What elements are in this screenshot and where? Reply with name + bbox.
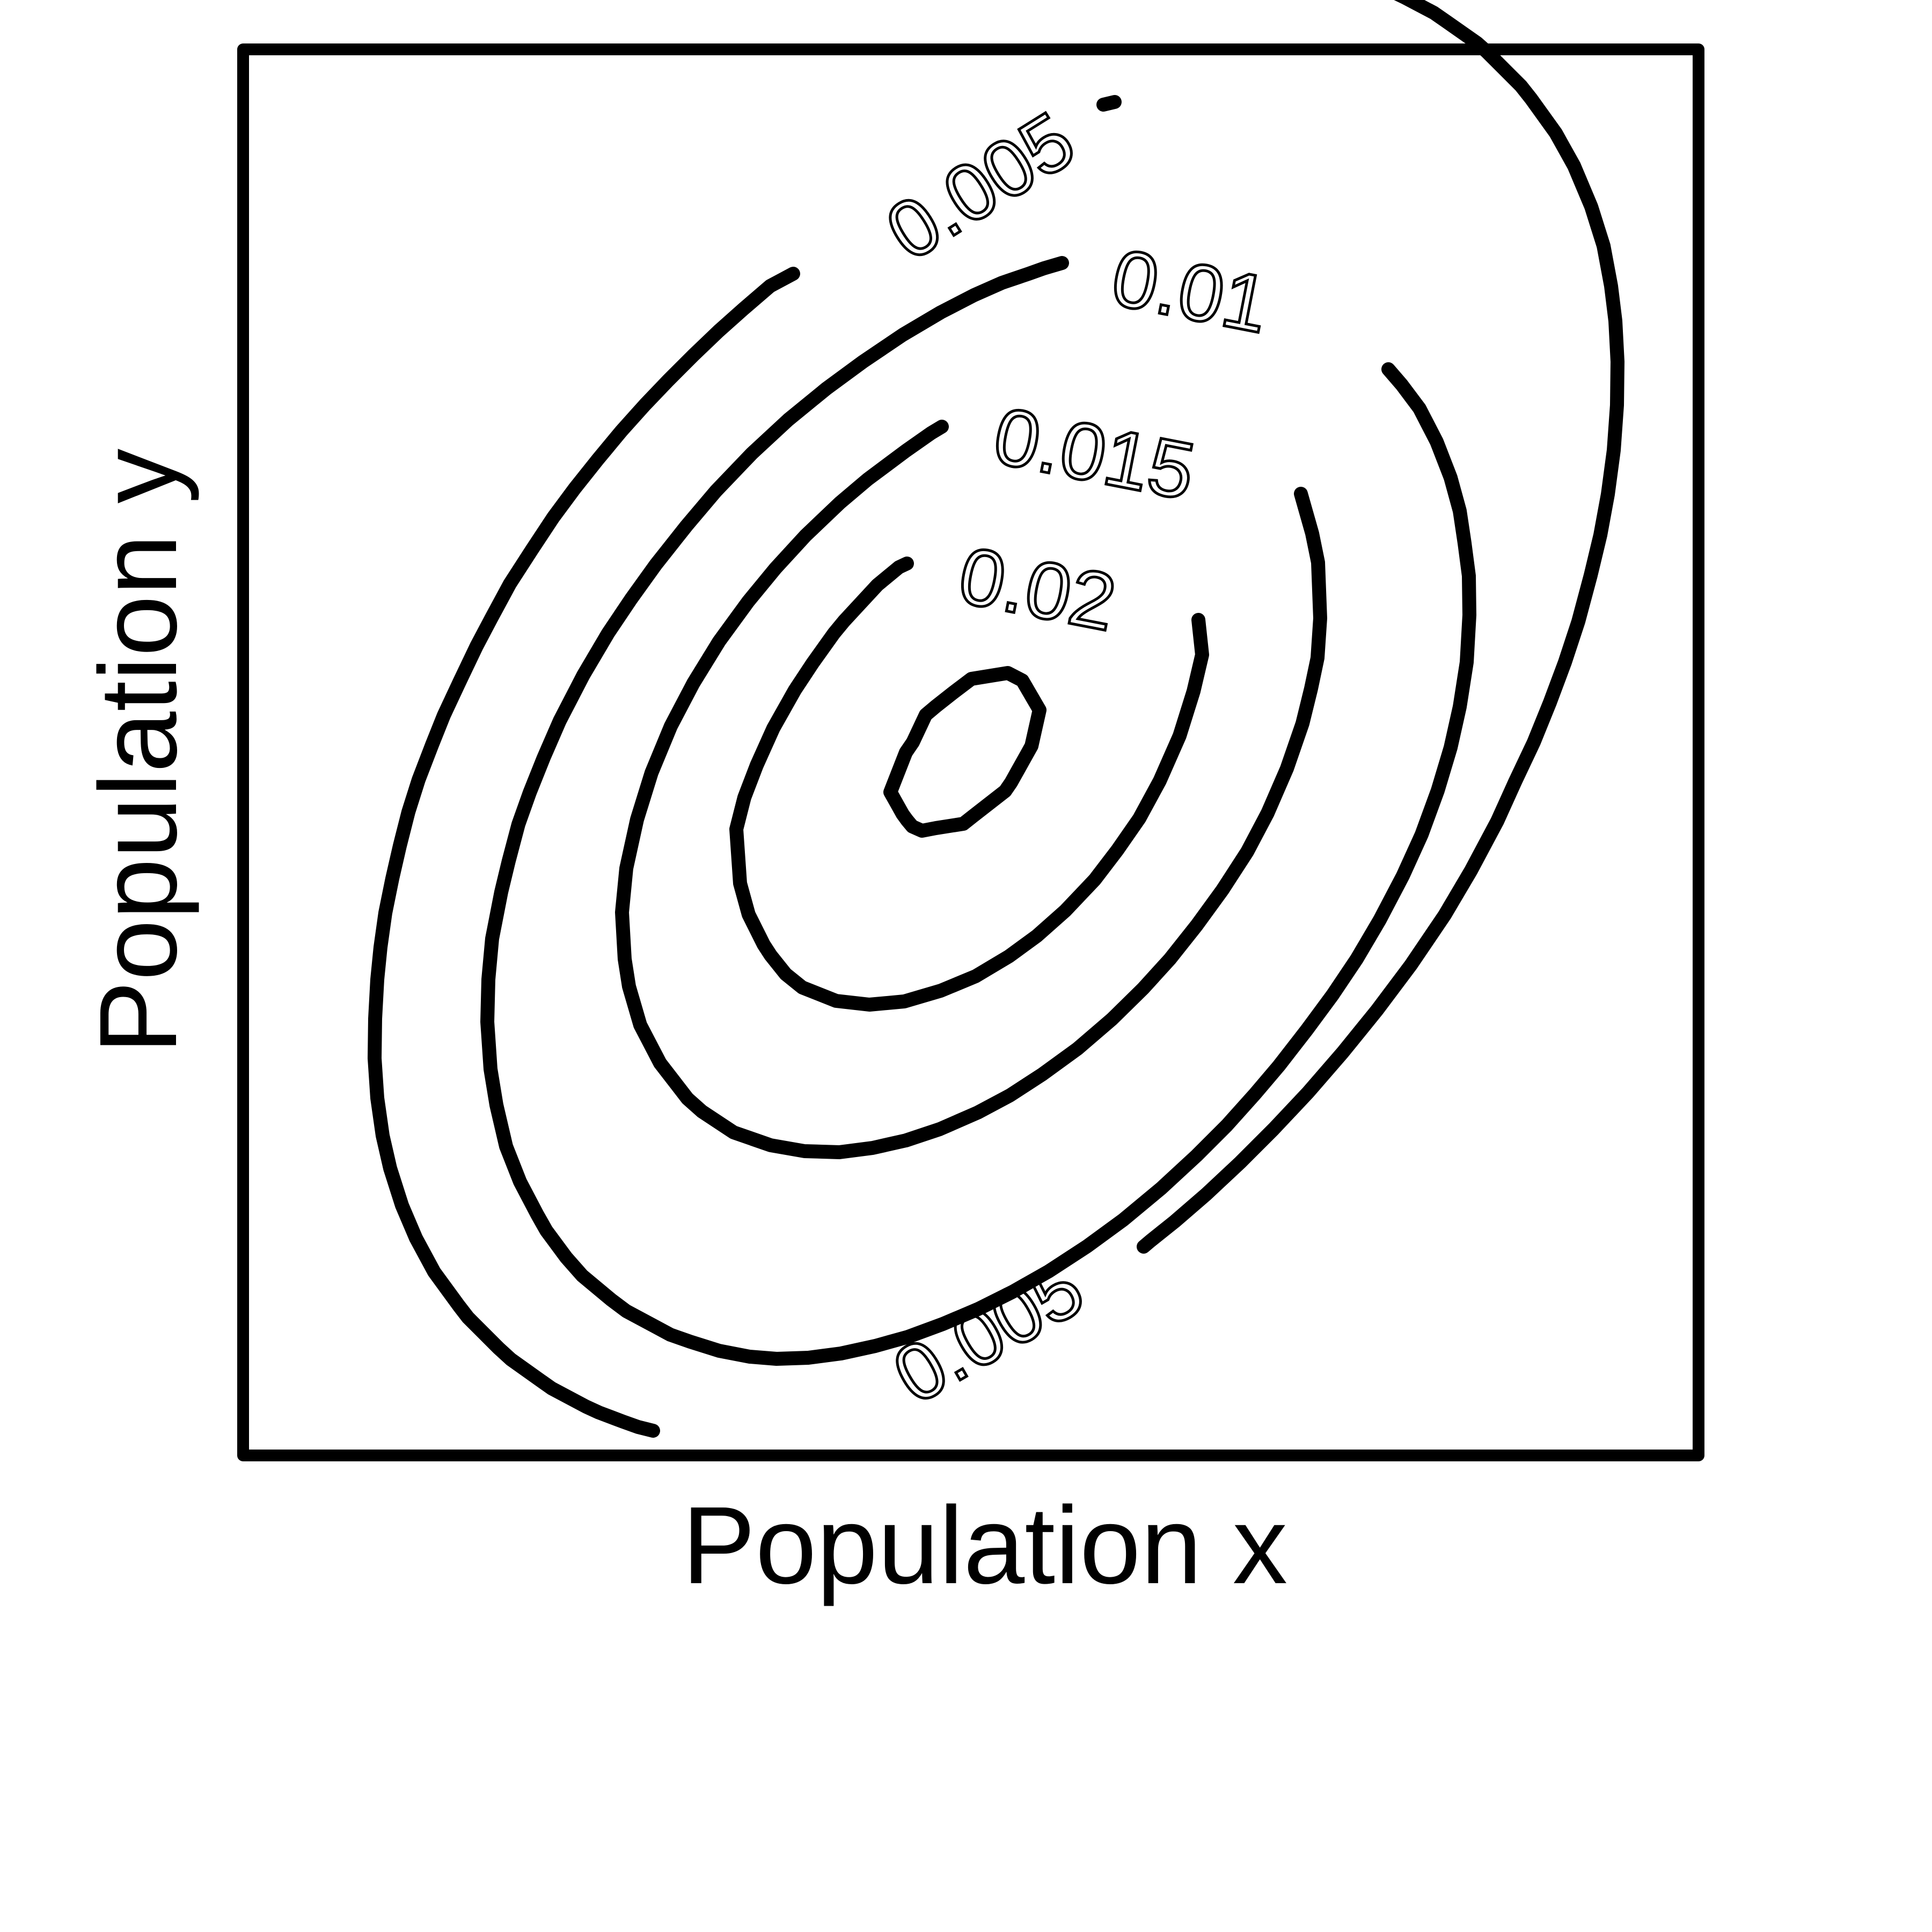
contour-line-0-005-left (368, 267, 800, 1438)
contour-line-innermost (883, 666, 1046, 838)
contour-line-0-005-top-fragment (1096, 95, 1122, 112)
contour-line-0-015 (615, 420, 1327, 1159)
contour-line-0-01 (480, 256, 1476, 1366)
contour-line-0-02 (729, 557, 1209, 1012)
contour-label-0-015: 0.015 (987, 390, 1202, 517)
contour-label-0-01: 0.01 (1105, 231, 1276, 350)
contour-label-0-005-bottom: 0.005 (879, 1242, 1098, 1421)
plot-frame (237, 43, 1704, 1461)
y-axis-title: Population y (77, 448, 200, 1054)
x-axis-title: Population x (682, 1484, 1287, 1607)
contour-label-0-005-top: 0.005 (871, 94, 1089, 277)
contour-line-0-005-right (1137, 0, 1624, 1254)
contour-label-0-02: 0.02 (952, 529, 1123, 648)
